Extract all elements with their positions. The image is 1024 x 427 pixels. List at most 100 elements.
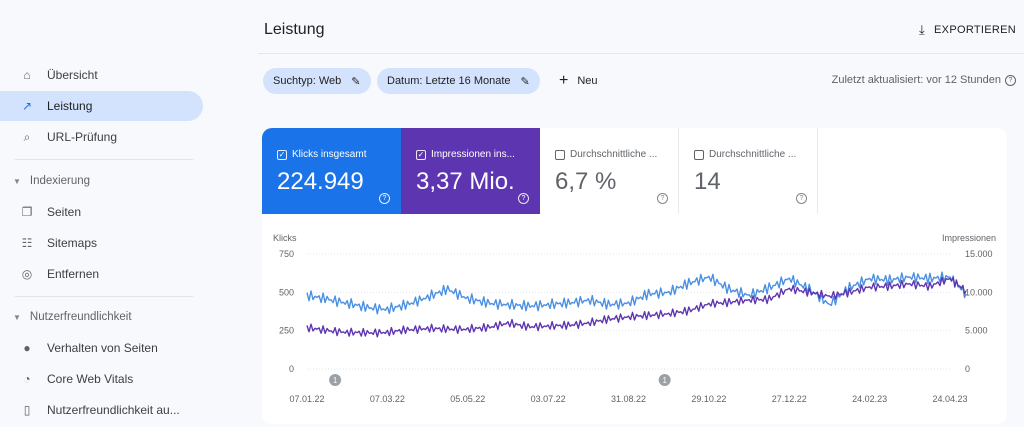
metric-total-clicks[interactable]: ✓ Klicks insgesamt 224.949 ? (262, 128, 401, 214)
series-line-impressionen (306, 276, 967, 338)
y-tick-left: 0 (289, 364, 294, 374)
y-tick-left: 250 (279, 326, 294, 336)
divider (15, 159, 193, 160)
sidebar-item-performance[interactable]: ↗ Leistung (0, 91, 203, 121)
section-label: Nutzerfreundlichkeit (29, 311, 132, 323)
checkbox-unchecked-icon[interactable] (555, 149, 565, 160)
sidebar-item-label: Entfernen (47, 267, 100, 281)
y-tick-right: 0 (965, 364, 970, 374)
metric-label: Durchschnittliche ... (570, 149, 658, 160)
metric-average-position[interactable]: Durchschnittliche ... 14 ? (679, 128, 818, 214)
help-icon[interactable]: ? (379, 193, 390, 204)
edit-icon[interactable]: ✎ (520, 75, 530, 88)
visibility-off-icon: ◎ (21, 267, 33, 281)
y-axis-label-left: Klicks (273, 233, 297, 243)
help-icon[interactable]: ? (796, 193, 807, 204)
metric-label: Klicks insgesamt (292, 149, 367, 160)
performance-chart: 750 15.000 500 10.000 250 5.000 0 0 Klicks Impres… (262, 214, 1007, 424)
annotation-label: 1 (662, 376, 667, 385)
sidebar-item-removals[interactable]: ◎ Entfernen (0, 259, 203, 289)
help-icon[interactable]: ? (657, 193, 668, 204)
sitemap-icon: ☷ (21, 236, 33, 250)
sidebar-item-mobile-usability[interactable]: ▯ Nutzerfreundlichkeit au... (0, 395, 203, 425)
sidebar-item-pages[interactable]: ❐ Seiten (0, 197, 203, 227)
annotation-marker (658, 374, 671, 386)
caret-down-icon: ▼ (13, 312, 21, 322)
checkbox-checked-icon[interactable]: ✓ (277, 149, 287, 160)
export-label: EXPORTIEREN (934, 24, 1016, 36)
new-filter-button[interactable]: + Neu (559, 68, 598, 94)
x-tick-label: 07.03.22 (370, 394, 405, 404)
metric-total-impressions[interactable]: ✓ Impressionen ins... 3,37 Mio. ? (401, 128, 540, 214)
sidebar-item-label: URL-Prüfung (47, 130, 118, 144)
metric-value: 6,7 % (555, 168, 617, 195)
chip-label: Suchtyp: Web (273, 75, 342, 87)
page-experience-icon: ● (23, 341, 31, 355)
help-icon[interactable]: ? (1005, 74, 1016, 86)
y-axis-label-right: Impressionen (942, 233, 996, 243)
smartphone-icon: ▯ (23, 403, 31, 417)
annotation-label: 1 (333, 376, 338, 385)
add-icon: + (559, 72, 569, 89)
y-tick-right: 10.000 (965, 287, 993, 297)
filter-chip-date[interactable]: Datum: Letzte 16 Monate ✎ (377, 68, 540, 94)
pages-icon: ❐ (21, 205, 33, 219)
new-filter-label: Neu (577, 75, 598, 87)
metric-label-row: Durchschnittliche ... (694, 149, 796, 160)
x-tick-label: 27.12.22 (772, 394, 807, 404)
home-icon: ⌂ (23, 68, 31, 82)
sidebar-item-sitemaps[interactable]: ☷ Sitemaps (0, 228, 203, 258)
metric-value: 224.949 (277, 168, 364, 195)
series-line-klicks (306, 271, 967, 315)
sidebar-item-core-web-vitals[interactable]: ◔ Core Web Vitals (0, 364, 203, 394)
divider (15, 296, 193, 297)
metric-label-row: ✓ Impressionen ins... (416, 149, 515, 160)
x-tick-label: 24.04.23 (932, 394, 967, 404)
metric-value: 3,37 Mio. (416, 168, 515, 195)
x-tick-label: 07.01.22 (289, 394, 324, 404)
help-icon[interactable]: ? (518, 193, 529, 204)
y-tick-right: 5.000 (965, 326, 988, 336)
sidebar-item-label: Leistung (47, 99, 93, 113)
header-divider (258, 53, 1024, 54)
x-tick-label: 03.07.22 (531, 394, 566, 404)
chip-label: Datum: Letzte 16 Monate (387, 75, 511, 87)
speed-gauge-icon: ◔ (23, 372, 31, 386)
checkbox-checked-icon[interactable]: ✓ (416, 149, 426, 160)
trending-up-icon: ↗ (21, 99, 33, 113)
sidebar-item-url-inspection[interactable]: ⌕ URL-Prüfung (0, 122, 203, 152)
last-updated: Zuletzt aktualisiert: vor 12 Stunden ? (832, 74, 1016, 86)
filter-chip-search-type[interactable]: Suchtyp: Web ✎ (263, 68, 371, 94)
annotation-marker (329, 374, 342, 386)
sidebar-item-label: Core Web Vitals (47, 372, 134, 386)
chart-svg: 750 15.000 500 10.000 250 5.000 0 0 Klicks Impres… (273, 233, 996, 404)
sidebar-item-page-experience[interactable]: ● Verhalten von Seiten (0, 333, 203, 363)
y-tick-left: 500 (279, 287, 294, 297)
x-tick-label: 05.05.22 (450, 394, 485, 404)
sidebar-item-label: Übersicht (47, 68, 98, 82)
performance-card: ✓ Klicks insgesamt 224.949 ? ✓ Impressio… (262, 128, 1007, 424)
section-experience[interactable]: ▼ Nutzerfreundlichkeit (13, 306, 203, 328)
sidebar-item-overview[interactable]: ⌂ Übersicht (0, 60, 203, 90)
metric-label: Impressionen ins... (431, 149, 515, 160)
sidebar-item-label: Seiten (47, 205, 82, 219)
caret-down-icon: ▼ (13, 176, 21, 186)
checkbox-unchecked-icon[interactable] (694, 149, 704, 160)
x-tick-label: 31.08.22 (611, 394, 646, 404)
metric-average-ctr[interactable]: Durchschnittliche ... 6,7 % ? (540, 128, 679, 214)
search-icon: ⌕ (23, 129, 31, 144)
x-tick-label: 29.10.22 (691, 394, 726, 404)
sidebar-item-label: Nutzerfreundlichkeit au... (47, 403, 180, 417)
section-indexing[interactable]: ▼ Indexierung (13, 170, 203, 192)
last-updated-text: Zuletzt aktualisiert: vor 12 Stunden (831, 74, 1001, 86)
metric-label: Durchschnittliche ... (709, 149, 797, 160)
export-button[interactable]: ⤓ EXPORTIEREN (919, 22, 1016, 38)
x-tick-label: 24.02.23 (852, 394, 887, 404)
metric-label-row: ✓ Klicks insgesamt (277, 149, 366, 160)
sidebar-item-label: Sitemaps (47, 236, 98, 250)
y-tick-right: 15.000 (965, 249, 993, 259)
edit-icon[interactable]: ✎ (351, 75, 361, 88)
sidebar-item-label: Verhalten von Seiten (47, 341, 158, 355)
metric-value: 14 (694, 168, 721, 195)
sidebar: ⌂ Übersicht ↗ Leistung ⌕ URL-Prüfung ▼ I… (0, 0, 215, 427)
